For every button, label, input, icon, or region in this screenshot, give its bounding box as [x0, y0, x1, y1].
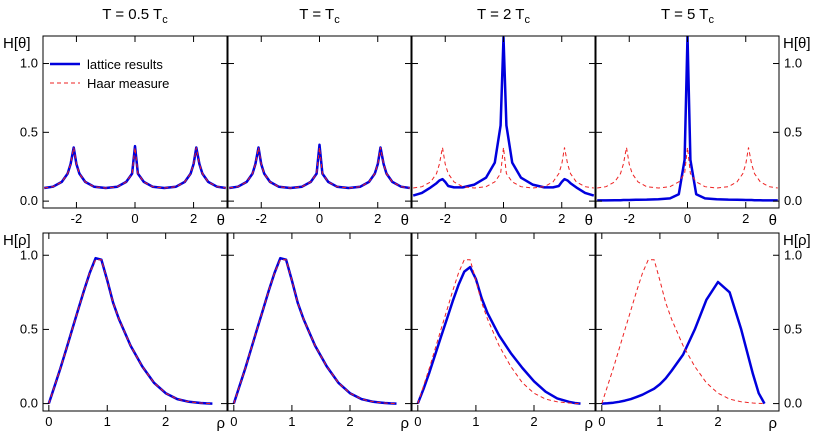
y-tick-label-left: 0.5	[20, 321, 38, 336]
series-lattice-results	[601, 280, 766, 405]
y-axis-label-left: H[θ]	[3, 35, 31, 52]
panel-frame	[595, 35, 780, 209]
panel-frame	[42, 232, 228, 412]
x-tick-label: 0	[230, 414, 237, 429]
x-tick-label: 2	[742, 211, 749, 226]
x-tick-label: 0	[414, 414, 421, 429]
panel-plot-area	[47, 256, 213, 405]
column-title-subscript: c	[524, 14, 530, 26]
y-tick-label-right: 1.0	[784, 56, 802, 71]
panel-frame	[227, 35, 412, 209]
series-lattice-results	[47, 256, 213, 405]
x-tick-label: 2	[346, 414, 353, 429]
x-axis-label: θ	[401, 212, 409, 229]
series-haar-measure	[601, 259, 765, 405]
x-tick-label: -2	[623, 211, 635, 226]
legend: lattice results Haar measure	[50, 57, 169, 91]
y-tick-label-right: 0.5	[784, 124, 802, 139]
x-tick-label: 0	[598, 414, 605, 429]
series-lattice-results	[416, 265, 581, 405]
panel-frame	[595, 232, 780, 412]
x-tick-label: 2	[530, 414, 537, 429]
column-title-subscript: c	[708, 14, 714, 26]
panel-plot-area	[416, 259, 581, 405]
panel-frame	[411, 232, 596, 412]
y-tick-label-left: 0.0	[20, 193, 38, 208]
x-tick-label: 2	[190, 211, 197, 226]
panel-plot-area	[229, 143, 410, 190]
series-haar-measure	[597, 147, 778, 189]
y-axis-label-right: H[ρ]	[783, 232, 811, 249]
column-title: T = Tc	[299, 6, 340, 26]
x-tick-label: -2	[255, 211, 267, 226]
series-lattice-results	[232, 256, 397, 405]
y-tick-label-left: 0.0	[20, 396, 38, 411]
panel-plot-area	[597, 36, 778, 202]
column-title-main: T = 5 T	[661, 6, 708, 23]
y-tick-label-right: 0.0	[784, 193, 802, 208]
x-tick-label: 2	[714, 414, 721, 429]
panel-frame	[227, 232, 412, 412]
series-haar-measure	[44, 147, 226, 189]
panel-frame	[411, 35, 596, 209]
y-tick-label-left: 1.0	[20, 247, 38, 262]
y-tick-label-right: 0.0	[784, 396, 802, 411]
x-tick-label: -2	[71, 211, 83, 226]
column-title-subscript: c	[334, 14, 340, 26]
legend-label: Haar measure	[87, 76, 169, 91]
x-axis-label: ρ	[584, 415, 593, 432]
series-haar-measure	[417, 259, 581, 405]
column-title-subscript: c	[162, 14, 168, 26]
column-title-main: T = 2 T	[477, 6, 524, 23]
y-tick-label-left: 1.0	[20, 56, 38, 71]
series-lattice-results	[44, 144, 226, 190]
panel-plot-area	[412, 36, 595, 197]
legend-label: lattice results	[87, 57, 163, 72]
series-haar-measure	[233, 259, 397, 405]
y-tick-label-right: 1.0	[784, 247, 802, 262]
x-tick-label: 1	[472, 414, 479, 429]
y-tick-label-left: 0.5	[20, 124, 38, 139]
x-tick-label: 2	[374, 211, 381, 226]
column-title: T = 5 Tc	[661, 6, 714, 26]
x-tick-label: -2	[439, 211, 451, 226]
x-axis-label: θ	[769, 212, 777, 229]
x-tick-label: 2	[558, 211, 565, 226]
x-tick-label: 2	[162, 414, 169, 429]
series-haar-measure	[48, 259, 213, 405]
series-lattice-results	[597, 36, 778, 202]
column-title: T = 2 Tc	[477, 6, 530, 26]
x-tick-label: 1	[104, 414, 111, 429]
x-axis-label: θ	[585, 212, 593, 229]
x-tick-label: 0	[45, 414, 52, 429]
panel-plot-area	[44, 144, 226, 190]
column-title-main: T = 0.5 T	[102, 6, 162, 23]
x-axis-label: ρ	[216, 415, 225, 432]
x-axis-label: ρ	[768, 415, 777, 432]
series-haar-measure	[413, 147, 594, 189]
panel-plot-area	[232, 256, 397, 405]
x-tick-label: 0	[500, 211, 507, 226]
x-axis-label: θ	[217, 212, 225, 229]
panel-plot-area	[601, 259, 766, 405]
panel-frame	[42, 35, 228, 209]
y-tick-label-right: 0.5	[784, 321, 802, 336]
column-title-main: T = T	[299, 6, 334, 23]
x-tick-label: 1	[288, 414, 295, 429]
x-tick-label: 0	[131, 211, 138, 226]
y-axis-label-left: H[ρ]	[3, 232, 31, 249]
series-haar-measure	[229, 147, 410, 189]
x-tick-label: 0	[316, 211, 323, 226]
y-axis-label-right: H[θ]	[783, 35, 811, 52]
x-axis-label: ρ	[400, 415, 409, 432]
column-title: T = 0.5 Tc	[102, 6, 168, 26]
x-tick-label: 0	[684, 211, 691, 226]
series-lattice-results	[412, 36, 595, 197]
x-tick-label: 1	[656, 414, 663, 429]
